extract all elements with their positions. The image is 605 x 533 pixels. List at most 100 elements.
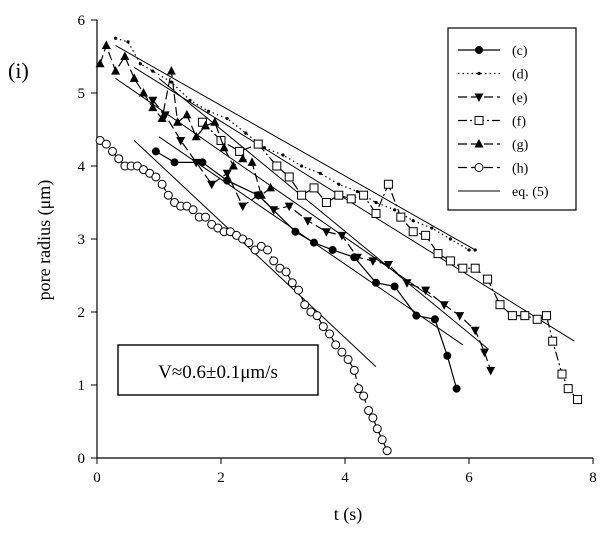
point-marker	[474, 139, 484, 148]
point-marker	[222, 169, 232, 179]
y-tick-label: 0	[78, 451, 86, 467]
point-marker	[287, 278, 297, 288]
point-marker	[266, 182, 276, 192]
point-marker	[470, 263, 480, 273]
point-marker	[219, 142, 229, 152]
point-marker	[475, 46, 483, 54]
point-marker	[334, 190, 344, 200]
y-tick-label: 6	[78, 13, 86, 29]
point-marker	[412, 311, 421, 320]
point-marker	[325, 329, 334, 339]
legend-item: (e)	[458, 91, 528, 106]
point-marker	[321, 228, 331, 237]
series-d	[114, 36, 477, 252]
point-marker	[433, 249, 443, 259]
point-marker	[359, 190, 369, 200]
legend-item: (d)	[458, 68, 529, 83]
point-marker	[352, 253, 362, 263]
point-marker	[364, 406, 374, 416]
point-marker	[281, 153, 285, 157]
point-marker	[354, 384, 364, 394]
point-marker	[191, 158, 201, 168]
point-marker	[310, 238, 318, 247]
point-marker	[294, 285, 303, 295]
point-marker	[349, 365, 359, 375]
point-marker	[312, 311, 322, 321]
point-marker	[148, 96, 158, 106]
legend-label: eq. (5)	[512, 185, 549, 200]
point-marker	[467, 248, 471, 252]
y-axis-title: pore radius (μm)	[34, 180, 55, 301]
point-marker	[281, 267, 291, 277]
point-marker	[157, 179, 167, 189]
point-marker	[95, 58, 105, 68]
point-marker	[483, 274, 493, 284]
point-marker	[542, 311, 551, 321]
point-marker	[129, 73, 139, 82]
point-marker	[371, 208, 381, 218]
point-marker	[411, 219, 415, 223]
series-line	[152, 99, 492, 371]
point-marker	[253, 139, 263, 149]
point-marker	[455, 312, 465, 321]
point-marker	[151, 69, 155, 73]
point-marker	[176, 136, 186, 146]
x-tick-label: 8	[589, 470, 597, 486]
point-marker	[272, 161, 282, 171]
point-marker	[402, 279, 412, 288]
point-marker	[520, 311, 530, 321]
x-tick-label: 2	[217, 470, 225, 486]
y-tick-label: 4	[78, 159, 86, 175]
x-tick-label: 4	[341, 470, 349, 486]
point-marker	[480, 348, 489, 358]
point-marker	[309, 183, 319, 193]
y-tick-label: 3	[78, 232, 86, 248]
fit-line	[133, 67, 575, 342]
point-marker	[343, 354, 353, 364]
point-marker	[235, 146, 245, 156]
x-axis-title: t (s)	[334, 504, 363, 525]
point-marker	[368, 257, 378, 266]
point-marker	[210, 117, 220, 126]
series-line	[99, 139, 388, 451]
point-marker	[372, 424, 382, 434]
point-marker	[452, 384, 461, 393]
point-marker	[486, 366, 496, 376]
point-marker	[139, 88, 148, 97]
series-h	[95, 135, 392, 456]
point-marker	[163, 190, 173, 200]
point-marker	[120, 51, 130, 60]
point-marker	[532, 314, 542, 324]
fit-line	[115, 45, 476, 251]
legend-label: (d)	[512, 68, 529, 83]
point-marker	[151, 147, 160, 156]
point-marker	[507, 311, 517, 321]
point-marker	[148, 102, 158, 112]
point-marker	[408, 227, 418, 237]
panel-label: (i)	[8, 58, 29, 83]
point-marker	[101, 139, 111, 149]
legend: (c) (d) (e) (f) (g) (h) eq. (5)	[447, 27, 577, 211]
y-tick-label: 2	[78, 305, 86, 321]
point-marker	[207, 180, 217, 190]
point-marker	[225, 116, 229, 121]
point-marker	[473, 248, 477, 252]
point-marker	[303, 217, 313, 226]
point-marker	[383, 179, 393, 189]
point-marker	[300, 164, 304, 168]
point-marker	[337, 347, 347, 357]
point-marker	[548, 336, 558, 346]
legend-item: (h)	[458, 162, 529, 177]
point-marker	[321, 198, 331, 207]
point-marker	[151, 172, 161, 182]
point-marker	[448, 237, 452, 241]
point-marker	[157, 113, 167, 123]
point-marker	[182, 109, 192, 119]
point-marker	[284, 202, 294, 212]
point-marker	[443, 351, 452, 360]
point-marker	[383, 261, 393, 270]
point-marker	[474, 93, 484, 102]
point-marker	[170, 158, 179, 167]
point-marker	[238, 202, 248, 212]
